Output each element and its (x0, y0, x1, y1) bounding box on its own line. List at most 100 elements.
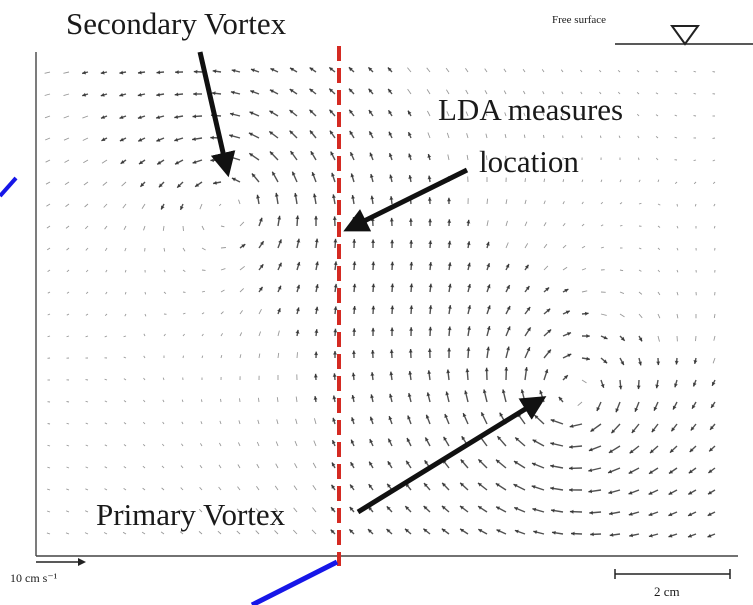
velocity-vector-head (674, 383, 678, 388)
velocity-vector-head (157, 160, 162, 165)
velocity-vector (239, 354, 242, 359)
velocity-vector-head (369, 416, 374, 421)
velocity-vector (503, 68, 507, 73)
velocity-vector-head (370, 350, 375, 354)
velocity-vector-head (631, 429, 636, 433)
velocity-vector-head (424, 460, 429, 465)
velocity-vector-head (670, 448, 674, 453)
velocity-vector (103, 203, 108, 208)
velocity-vector (65, 532, 70, 535)
velocity-vector-head (708, 490, 712, 495)
velocity-vector-head (295, 329, 300, 334)
velocity-vector-head (514, 461, 518, 465)
velocity-vector (64, 159, 70, 163)
velocity-vector-head (499, 412, 504, 417)
velocity-vector (141, 203, 146, 210)
velocity-vector-head (596, 407, 601, 411)
velocity-vector-head (177, 183, 182, 188)
velocity-vector (239, 221, 245, 227)
velocity-vector (600, 246, 604, 249)
velocity-vector (124, 247, 127, 252)
velocity-vector-head (564, 289, 569, 293)
velocity-vector-head (486, 346, 491, 351)
velocity-vector (124, 269, 127, 273)
velocity-vector (105, 291, 108, 295)
velocity-vector-head (387, 67, 392, 72)
velocity-vector (123, 225, 127, 231)
velocity-vector-head (351, 217, 356, 221)
velocity-vector-head (174, 115, 179, 119)
velocity-vector (522, 68, 526, 73)
velocity-vector-head (444, 414, 449, 418)
velocity-vector (83, 181, 89, 186)
velocity-vector-head (193, 69, 198, 74)
velocity-vector-head (408, 110, 412, 115)
velocity-vector-head (447, 219, 452, 223)
velocity-vector-head (156, 92, 160, 97)
velocity-vector-head (460, 505, 464, 510)
velocity-vector-head (461, 436, 466, 441)
velocity-vector-head (628, 512, 633, 516)
velocity-vector-head (174, 92, 179, 97)
velocity-vector-head (274, 192, 279, 197)
velocity-vector-head (332, 216, 337, 220)
velocity-vector (292, 529, 298, 535)
velocity-vector-head (368, 88, 373, 93)
velocity-vector (219, 442, 222, 447)
velocity-vector-head (100, 70, 105, 75)
velocity-vector-head (192, 114, 197, 119)
velocity-vector (201, 333, 204, 337)
velocity-vector-head (269, 151, 274, 156)
velocity-vector (543, 243, 548, 249)
velocity-vector-head (485, 241, 490, 246)
velocity-vector-head (460, 528, 465, 533)
velocity-vector (695, 335, 697, 342)
velocity-vector (142, 487, 146, 491)
velocity-vector-head (309, 88, 314, 93)
velocity-vector-head (609, 532, 614, 537)
velocity-vector-head (260, 241, 264, 246)
velocity-vector (47, 466, 51, 469)
velocity-vector (236, 508, 241, 513)
primary-vortex-arrow (356, 396, 547, 515)
velocity-vector (713, 225, 716, 229)
velocity-vector (617, 69, 621, 73)
velocity-vector-head (467, 284, 472, 288)
velocity-vector-head (638, 361, 642, 366)
velocity-vector (237, 442, 241, 447)
velocity-vector-head (390, 261, 395, 266)
velocity-vector (44, 71, 51, 74)
velocity-vector (638, 291, 643, 295)
velocity-vector-head (258, 286, 263, 291)
velocity-vector-head (407, 415, 411, 420)
velocity-vector-head (251, 68, 255, 73)
velocity-vector-head (390, 305, 395, 310)
velocity-vector-head (161, 205, 165, 210)
velocity-vector-head (180, 205, 184, 210)
velocity-vector-head (672, 405, 677, 410)
velocity-vector-head (424, 483, 428, 488)
velocity-vector-head (708, 469, 713, 473)
velocity-vector (182, 269, 186, 272)
velocity-vector (63, 137, 70, 141)
velocity-vector (123, 422, 127, 425)
velocity-vector-head (290, 67, 294, 72)
velocity-vector (426, 67, 431, 73)
velocity-vector-head (544, 369, 549, 374)
velocity-vector (198, 531, 203, 535)
velocity-vector (600, 313, 607, 316)
velocity-vector (294, 440, 298, 447)
velocity-vector (427, 132, 431, 139)
velocity-vector-head (249, 153, 254, 157)
velocity-vector-head (710, 425, 714, 430)
velocity-vector (636, 113, 640, 117)
velocity-vector (275, 441, 279, 447)
velocity-vector-head (330, 529, 335, 534)
velocity-vector (163, 333, 166, 337)
velocity-vector (713, 203, 716, 207)
velocity-vector (693, 159, 697, 162)
secondary-vortex-arrow (197, 51, 236, 178)
velocity-vector (581, 379, 587, 384)
velocity-vector (85, 510, 89, 513)
velocity-vector-head (545, 287, 550, 292)
